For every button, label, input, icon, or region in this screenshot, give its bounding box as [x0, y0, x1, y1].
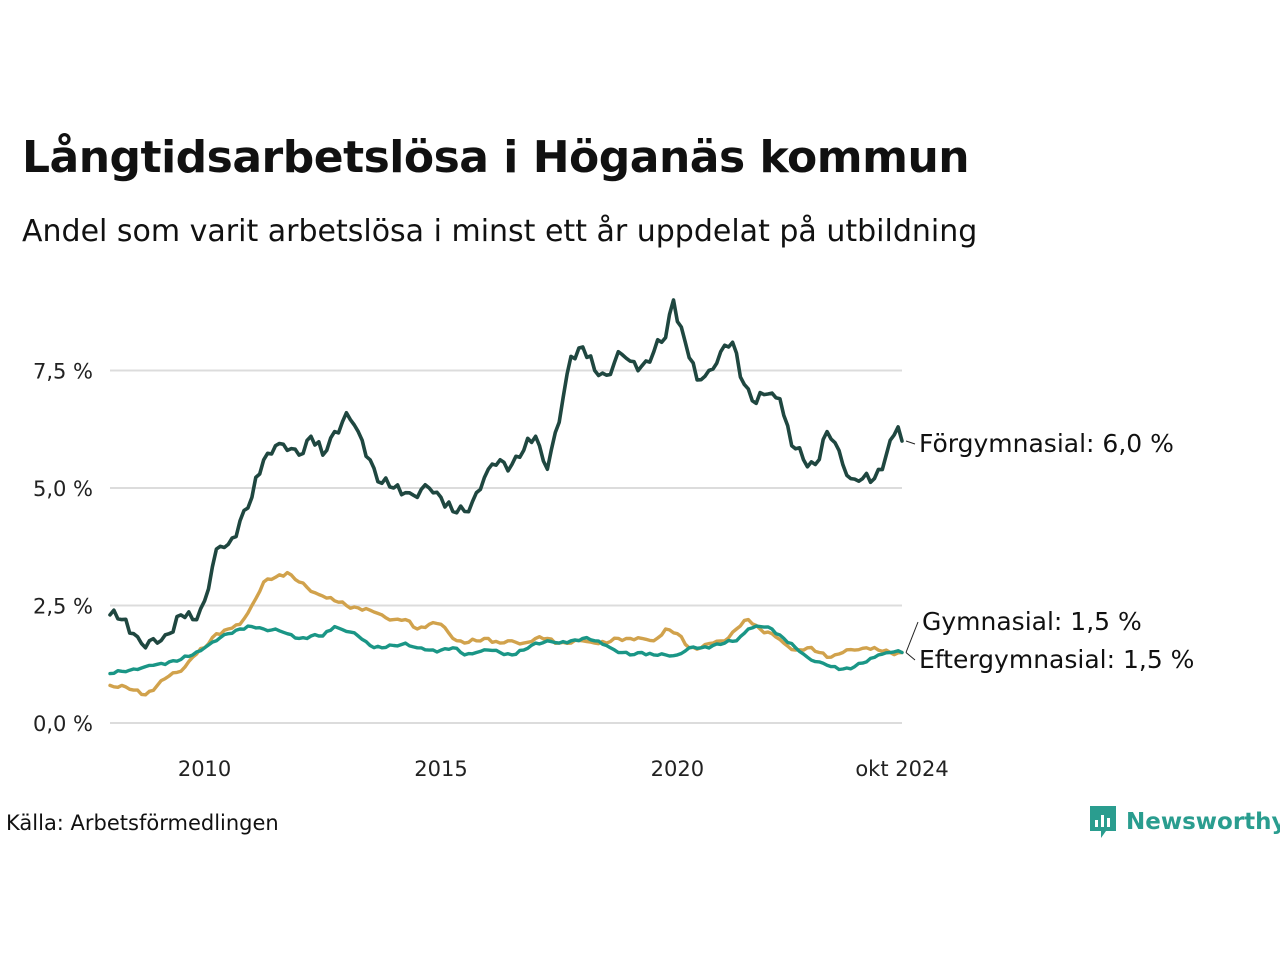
chart-subtitle: Andel som varit arbetslösa i minst ett å…	[22, 214, 978, 249]
series-line-förgymnasial	[108, 298, 904, 650]
x-tick-label: 2010	[178, 757, 231, 781]
leader-line	[905, 440, 916, 445]
brand-logo: Newsworthy	[1088, 804, 1280, 840]
x-tick-label: 2020	[651, 757, 704, 781]
series-end-label: Eftergymnasial: 1,5 %	[919, 645, 1194, 674]
y-tick-label: 2,5 %	[33, 595, 93, 619]
leader-line	[905, 652, 916, 661]
y-tick-label: 7,5 %	[33, 360, 93, 384]
y-axis-labels: 0,0 % 2,5 % 5,0 % 7,5 %	[33, 360, 93, 737]
series-end-label: Gymnasial: 1,5 %	[922, 607, 1142, 636]
source-note: Källa: Arbetsförmedlingen	[6, 811, 279, 835]
x-tick-label: 2015	[414, 757, 467, 781]
series-end-labels: Förgymnasial: 6,0 % Gymnasial: 1,5 % Efter…	[905, 429, 1194, 674]
series-line-eftergymnasial	[108, 624, 904, 676]
y-tick-label: 0,0 %	[33, 712, 93, 736]
series-lines	[108, 298, 904, 697]
series-line-gymnasial	[108, 570, 904, 697]
leader-line	[905, 621, 919, 653]
brand-name: Newsworthy	[1126, 809, 1280, 835]
y-tick-label: 5,0 %	[33, 477, 93, 501]
x-axis-labels: 2010 2015 2020 okt 2024	[178, 757, 949, 781]
x-tick-label: okt 2024	[855, 757, 948, 781]
grid-lines	[110, 369, 902, 724]
chart-title: Långtidsarbetslösa i Höganäs kommun	[22, 132, 970, 183]
newsworthy-logo-icon	[1090, 806, 1116, 838]
series-end-label: Förgymnasial: 6,0 %	[919, 429, 1174, 458]
